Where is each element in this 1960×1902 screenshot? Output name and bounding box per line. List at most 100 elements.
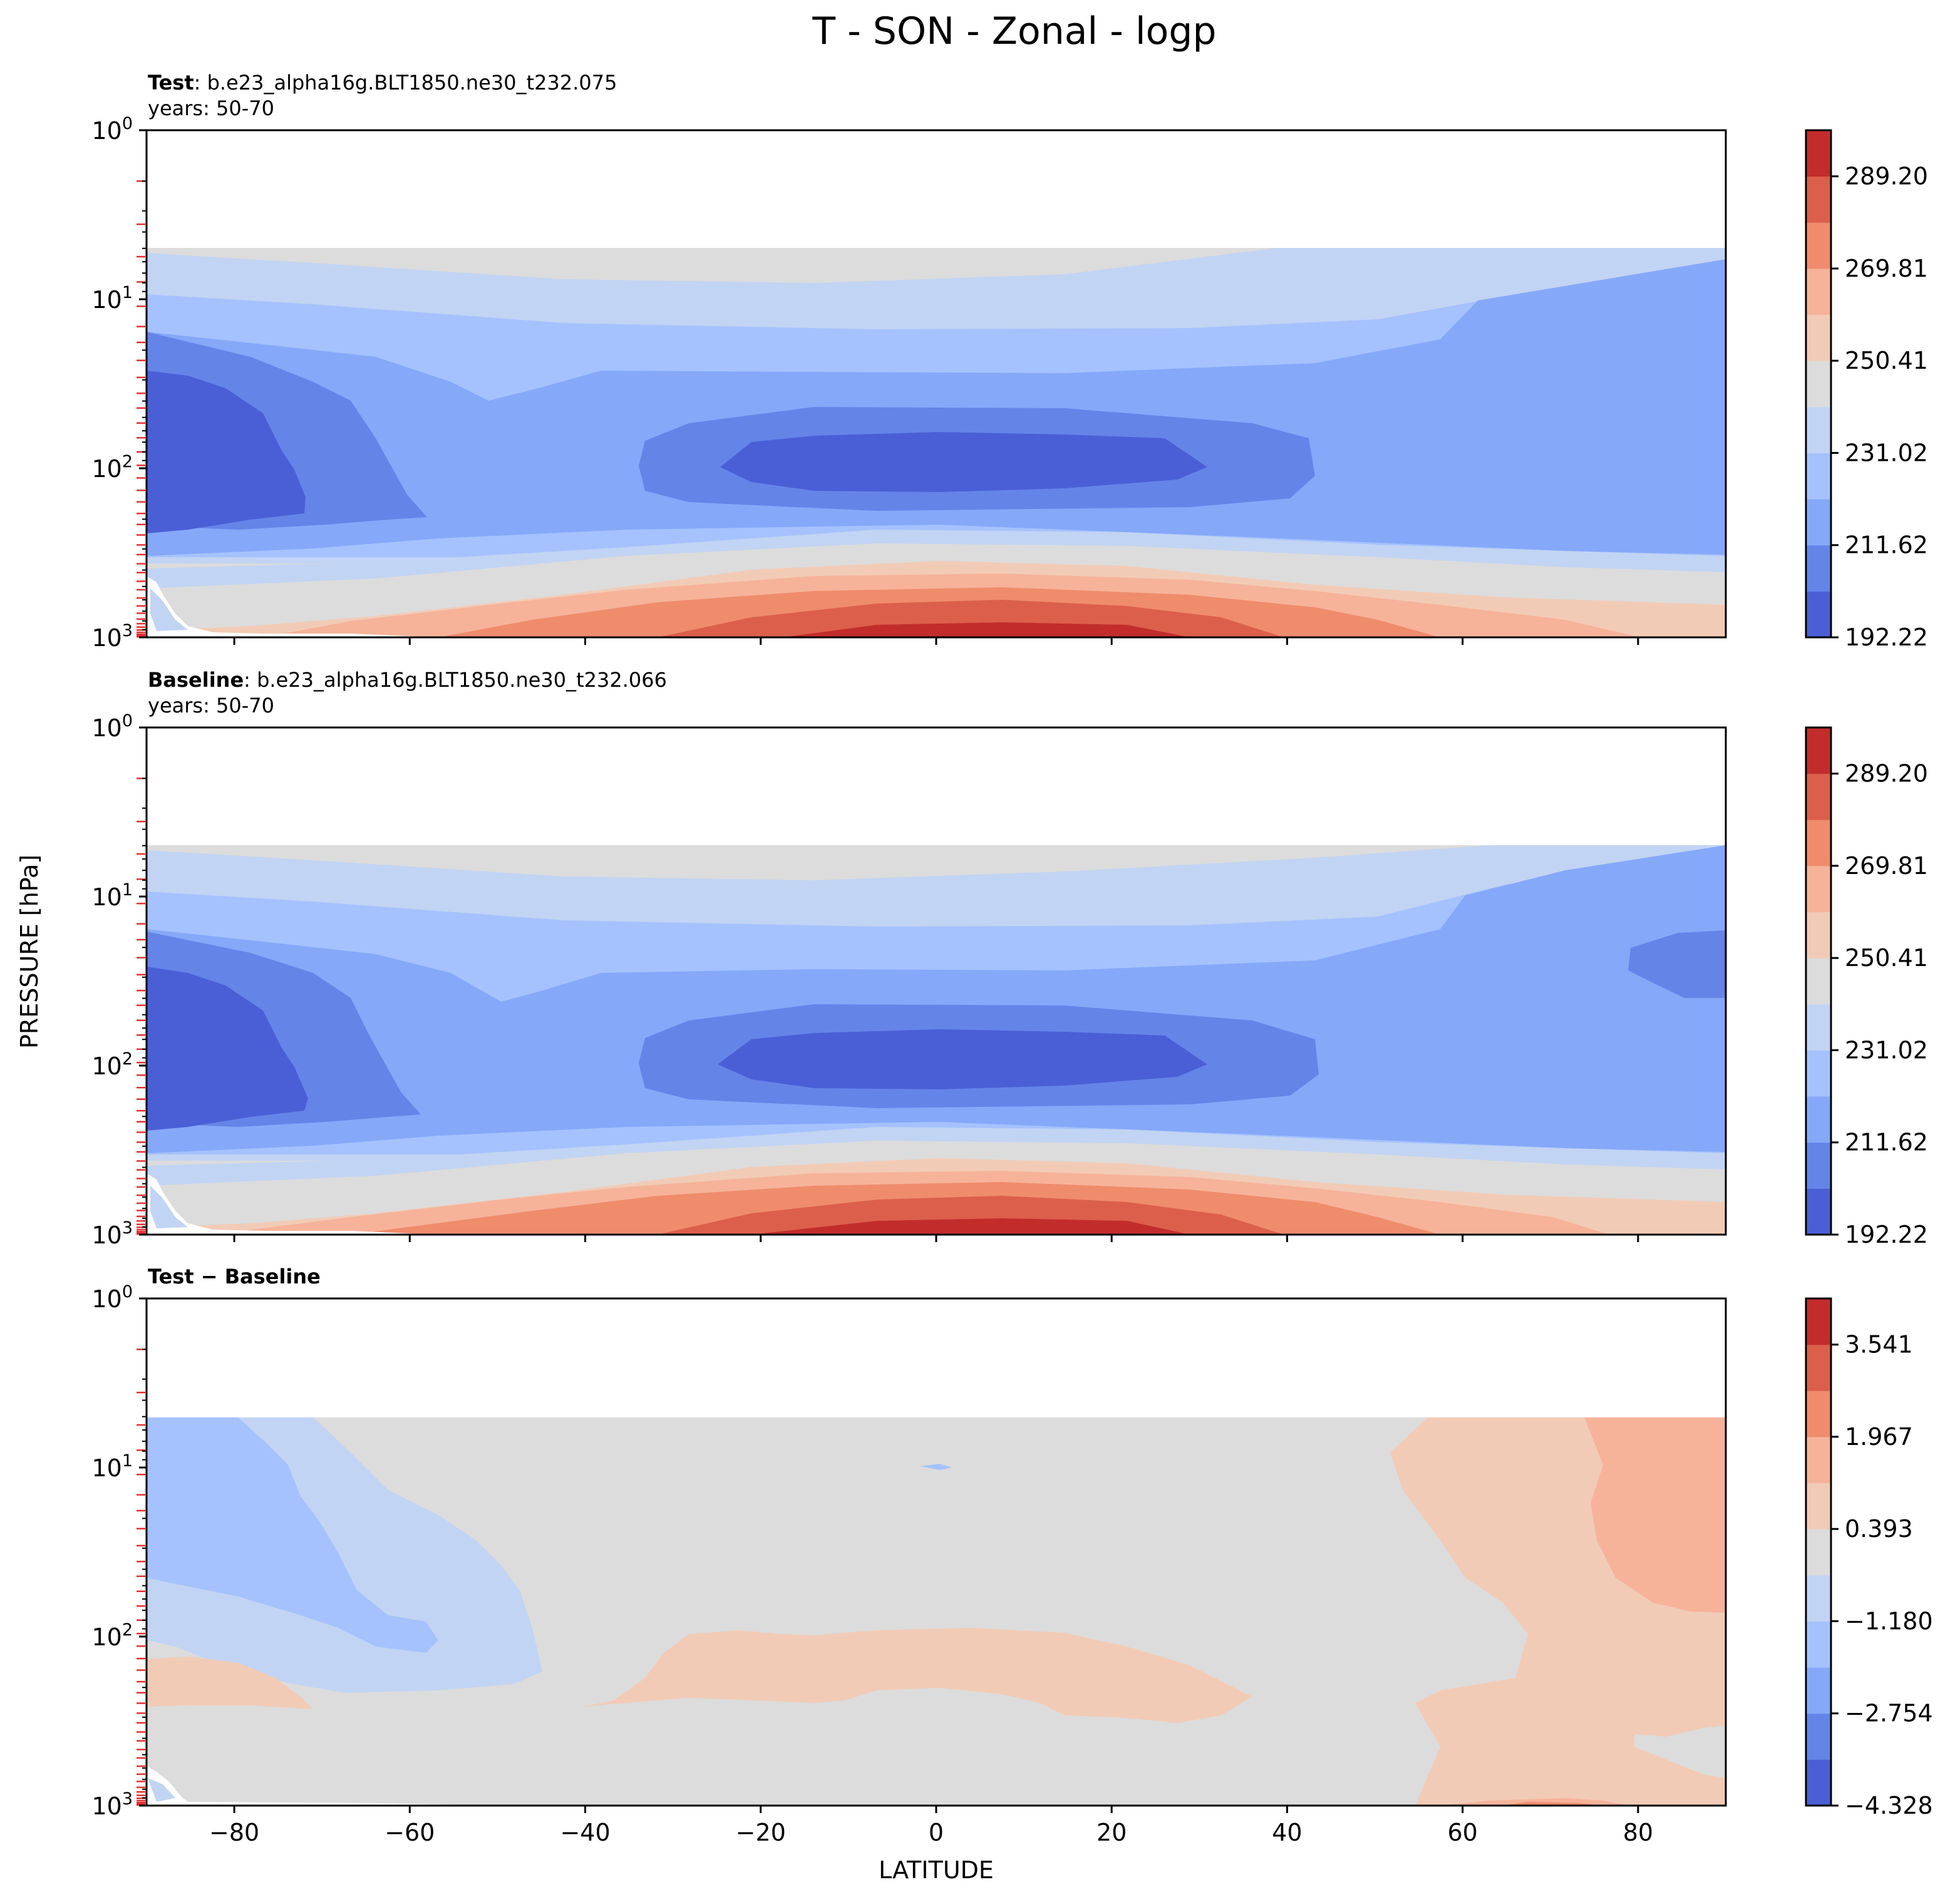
panel-baseline: Baseline: b.e23_alpha16g.BLT1850.ne30_t2…	[91, 668, 1928, 1249]
colorbar-swatch	[1806, 1188, 1831, 1235]
colorbar-tick-label: 192.22	[1845, 624, 1928, 651]
panel-label: Test: b.e23_alpha16g.BLT1850.ne30_t232.0…	[148, 71, 617, 95]
contour-band	[720, 432, 1207, 492]
y-tick-label: 102	[91, 1620, 133, 1651]
y-tick-label: 100	[91, 1282, 133, 1313]
contour-band	[147, 1657, 313, 1709]
colorbar-tick-label: 231.02	[1845, 1036, 1928, 1064]
y-tick-label: 101	[91, 283, 133, 314]
colorbar-swatch	[1806, 958, 1831, 1005]
figure-title: T - SON - Zonal - logp	[812, 9, 1216, 53]
y-tick-label: 100	[91, 711, 133, 742]
pressure-level-ticks	[137, 1349, 145, 1806]
contour-field	[147, 1417, 1726, 1806]
colorbar-frame	[1805, 129, 1832, 639]
colorbar-swatch	[1806, 591, 1831, 638]
colorbar-swatch	[1806, 912, 1831, 959]
contour-field	[147, 845, 1726, 1235]
contour-band	[147, 1766, 501, 1806]
contour-band	[150, 589, 188, 631]
colorbar-swatch	[1806, 1096, 1831, 1143]
y-tick-label: 100	[91, 114, 133, 145]
colorbar-swatch	[1806, 820, 1831, 866]
contour-band	[147, 1417, 438, 1653]
colorbar-tick-label: 289.20	[1845, 163, 1928, 190]
panel-subtitle: years: 50-70	[148, 694, 274, 717]
colorbar-swatch	[1806, 1713, 1831, 1760]
colorbar: −4.328 −2.754 −1.180 0.393 1.967 3.541	[1805, 1297, 1933, 1819]
panel-difference: Test − Baseline 100 101 102 103 −80 −60 −40 −2…	[91, 1265, 1932, 1846]
panel-subtitle: years: 50-70	[148, 96, 274, 120]
colorbar-swatch	[1806, 361, 1831, 408]
colorbar-swatch	[1806, 1529, 1831, 1576]
pressure-level-ticks	[137, 180, 145, 638]
x-axis-ticks	[233, 637, 1639, 645]
colorbar-swatch	[1806, 1621, 1831, 1668]
colorbar-swatch	[1806, 545, 1831, 592]
colorbar-swatch	[1806, 1344, 1831, 1391]
colorbar-swatch	[1806, 453, 1831, 500]
colorbar-swatch	[1806, 1004, 1831, 1051]
x-tick-label: −40	[560, 1819, 610, 1846]
y-tick-label: 101	[91, 1451, 133, 1482]
contour-band	[148, 1778, 175, 1802]
colorbar-tick-label: 269.81	[1845, 255, 1928, 282]
colorbar-tick-label: 269.81	[1845, 852, 1928, 880]
colorbar-swatch	[1806, 406, 1831, 453]
panel-label: Test − Baseline	[148, 1265, 321, 1288]
contour-band	[1634, 1725, 1726, 1778]
colorbar-tick-label: 211.62	[1845, 1129, 1928, 1156]
x-tick-label: −60	[384, 1819, 435, 1846]
contour-band	[783, 622, 1190, 637]
colorbar-tick-label: 289.20	[1845, 760, 1928, 788]
colorbar-tick-label: −2.754	[1845, 1700, 1933, 1727]
x-axis-label: LATITUDE	[879, 1856, 994, 1884]
colorbar-tick-label: 211.62	[1845, 532, 1928, 559]
colorbar-swatch	[1806, 176, 1831, 223]
y-axis: 100 101 102 103	[91, 114, 147, 652]
x-tick-label: −20	[736, 1819, 786, 1846]
colorbar-swatch	[1806, 773, 1831, 820]
colorbar-swatch	[1806, 1142, 1831, 1189]
y-axis-label: PRESSURE [hPa]	[16, 855, 43, 1049]
contour-band	[582, 1628, 1252, 1723]
contour-band	[1584, 1417, 1726, 1613]
colorbar-swatch	[1806, 1391, 1831, 1437]
x-axis-ticks: −80 −60 −40 −20 0 20 40 60 80	[209, 1806, 1653, 1846]
colorbar-swatch	[1806, 1298, 1831, 1345]
colorbar-tick-label: 3.541	[1845, 1331, 1913, 1359]
colorbar-swatch	[1806, 268, 1831, 316]
x-tick-label: 60	[1447, 1819, 1477, 1846]
y-tick-label: 103	[91, 1789, 133, 1820]
contour-band	[147, 371, 306, 533]
x-tick-label: −80	[209, 1819, 259, 1846]
colorbar-swatch	[1806, 1483, 1831, 1529]
contour-field	[147, 248, 1726, 637]
colorbar-tick-label: 1.967	[1845, 1423, 1913, 1451]
colorbar-swatch	[1806, 314, 1831, 361]
colorbar-swatch	[1806, 1575, 1831, 1622]
colorbar-tick-label: 250.41	[1845, 944, 1928, 972]
y-tick-label: 103	[91, 1218, 133, 1249]
contour-band	[1628, 930, 1726, 998]
colorbar-swatch	[1806, 1759, 1831, 1806]
colorbar-tick-label: 0.393	[1845, 1515, 1913, 1543]
contour-band	[147, 1173, 438, 1235]
panel-label: Baseline: b.e23_alpha16g.BLT1850.ne30_t2…	[148, 668, 667, 692]
x-tick-label: 40	[1272, 1819, 1302, 1846]
colorbar-tick-label: −4.328	[1845, 1792, 1933, 1819]
y-axis: 100 101 102 103	[91, 711, 147, 1249]
y-tick-label: 102	[91, 1049, 133, 1080]
colorbar-tick-label: 231.02	[1845, 439, 1928, 466]
colorbar-frame	[1805, 726, 1832, 1236]
x-tick-label: 0	[929, 1819, 944, 1846]
colorbar-swatch	[1806, 1050, 1831, 1097]
y-axis: 100 101 102 103	[91, 1282, 147, 1820]
colorbar-swatch	[1806, 727, 1831, 774]
colorbar-tick-label: 192.22	[1845, 1221, 1928, 1248]
x-tick-label: 80	[1623, 1819, 1653, 1846]
colorbar-swatch	[1806, 1436, 1831, 1484]
colorbar-swatch	[1806, 865, 1831, 913]
contour-band	[147, 845, 1726, 1153]
